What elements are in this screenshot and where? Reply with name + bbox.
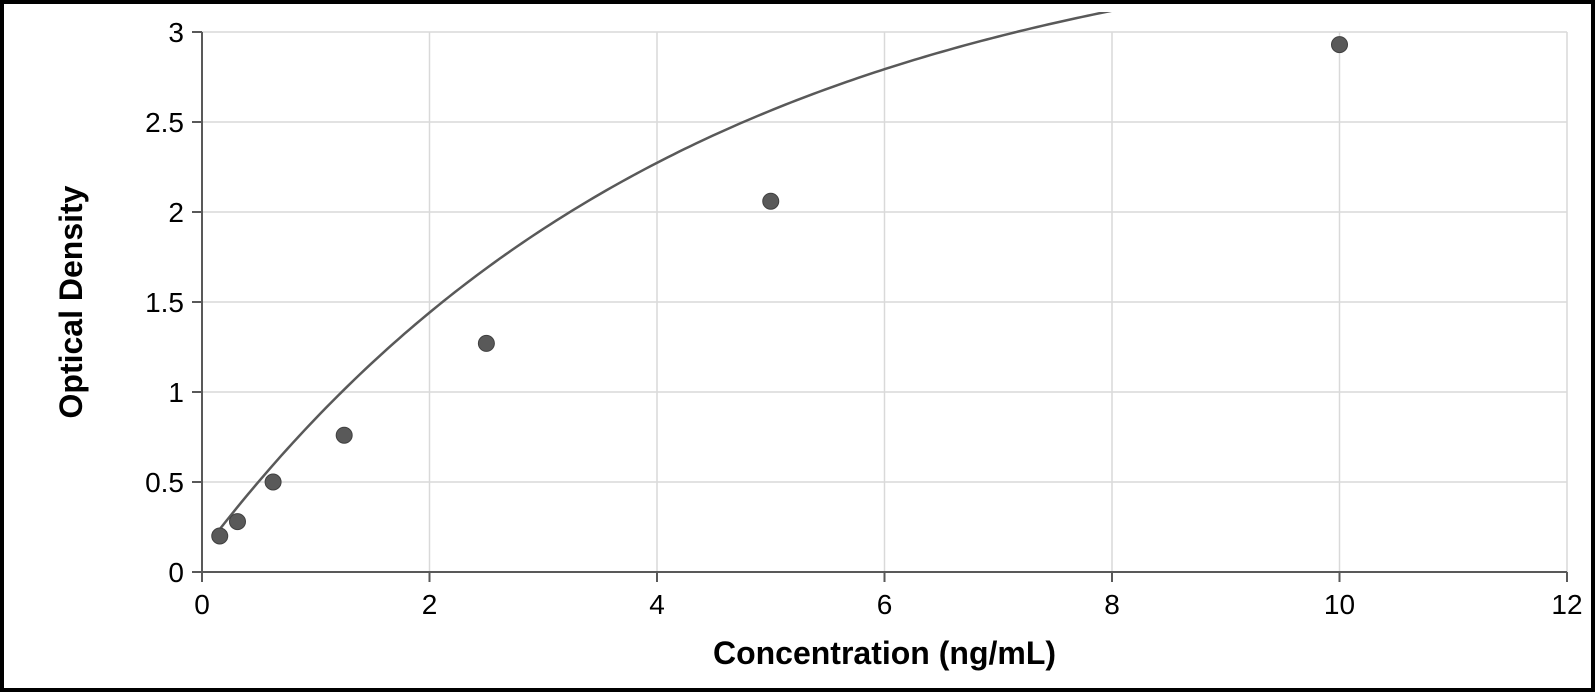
x-tick-label: 6 (877, 589, 893, 620)
data-point (212, 528, 228, 544)
chart-svg: 0 2 4 6 8 10 12 0 0.5 1 1.5 2 2.5 3 Concentration (ng/… (12, 12, 1583, 680)
x-tick-label: 12 (1551, 589, 1582, 620)
x-tick-label: 2 (422, 589, 438, 620)
chart-container: 0 2 4 6 8 10 12 0 0.5 1 1.5 2 2.5 3 Concentration (ng/… (12, 12, 1583, 680)
y-tick-label: 1.5 (145, 287, 184, 318)
data-point (478, 335, 494, 351)
chart-frame: 0 2 4 6 8 10 12 0 0.5 1 1.5 2 2.5 3 Concentration (ng/… (0, 0, 1595, 692)
data-point (265, 474, 281, 490)
data-point (229, 514, 245, 530)
data-point (1332, 37, 1348, 53)
x-tick-label: 0 (194, 589, 210, 620)
x-tick-label: 10 (1324, 589, 1355, 620)
data-point (763, 193, 779, 209)
y-tick-label: 3 (168, 17, 184, 48)
x-axis-title: Concentration (ng/mL) (713, 635, 1056, 671)
x-tick-label: 4 (649, 589, 665, 620)
y-axis-title: Optical Density (53, 185, 89, 418)
y-tick-label: 0.5 (145, 467, 184, 498)
data-point (336, 427, 352, 443)
y-tick-label: 2.5 (145, 107, 184, 138)
y-tick-label: 0 (168, 557, 184, 588)
y-tick-label: 2 (168, 197, 184, 228)
y-tick-label: 1 (168, 377, 184, 408)
x-tick-label: 8 (1104, 589, 1120, 620)
